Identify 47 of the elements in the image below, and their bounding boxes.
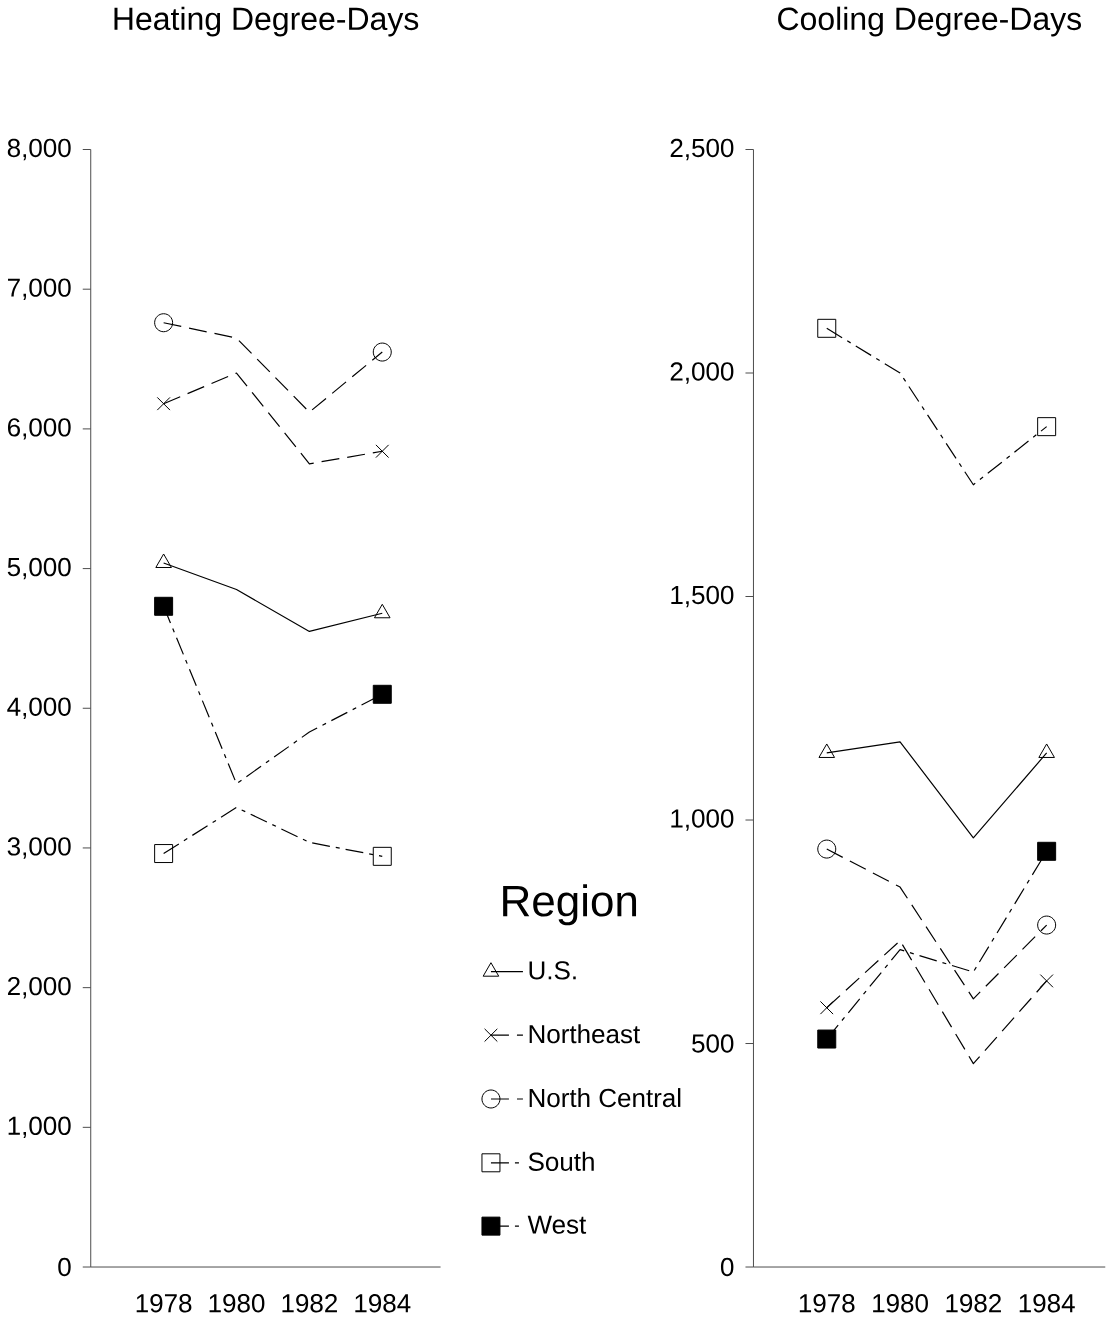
- y-tick-label: 2,000: [7, 976, 71, 999]
- point: [1037, 417, 1056, 437]
- chart-title: Heating Degree-Days: [114, 6, 419, 37]
- y-tick-label: 4,000: [7, 697, 71, 719]
- legend-label: Northeast: [529, 1024, 640, 1044]
- legend-label: South: [528, 1151, 594, 1171]
- y-tick-label: 8,000: [7, 138, 71, 161]
- x-tick-label: 1978: [799, 1294, 855, 1313]
- point: [156, 396, 171, 411]
- y-tick-label: 7,000: [7, 278, 71, 300]
- point: [1039, 974, 1054, 988]
- point: [153, 844, 173, 864]
- legend-label: West: [527, 1215, 586, 1234]
- point: [375, 444, 389, 459]
- chart-title: Cooling Degree-Days: [777, 6, 1081, 37]
- point: [372, 684, 392, 704]
- point: [817, 839, 837, 859]
- y-tick-label: 0: [720, 1257, 734, 1277]
- y-tick-label: 6,000: [7, 418, 71, 440]
- legend-title: Region: [503, 884, 636, 926]
- y-tick-label: 2,000: [670, 362, 734, 384]
- point: [372, 342, 392, 362]
- y-tick-label: 500: [691, 1034, 734, 1053]
- x-tick-label: 1982: [946, 1294, 1001, 1313]
- point: [1037, 915, 1056, 935]
- x-tick-label: 1984: [355, 1294, 411, 1313]
- point: [819, 1000, 834, 1015]
- point: [372, 846, 392, 866]
- x-tick-label: 1978: [136, 1294, 192, 1313]
- y-tick-label: 3,000: [7, 837, 71, 859]
- point: [817, 1029, 837, 1049]
- x-tick-label: 1984: [1019, 1294, 1075, 1313]
- x-tick-label: 1980: [872, 1294, 928, 1313]
- y-tick-label: 2,500: [670, 138, 734, 161]
- y-tick-label: 1,000: [8, 1116, 71, 1139]
- x-tick-label: 1982: [282, 1294, 337, 1313]
- point: [817, 318, 837, 338]
- y-tick-label: 0: [58, 1257, 71, 1277]
- y-tick-label: 1,500: [671, 585, 734, 608]
- y-tick-label: 5,000: [7, 557, 71, 580]
- point: [1037, 841, 1056, 861]
- legend-label: U.S.: [529, 961, 576, 980]
- y-tick-label: 1,000: [671, 809, 734, 831]
- point: [153, 313, 173, 333]
- legend-label: North Central: [529, 1088, 681, 1108]
- x-tick-label: 1980: [209, 1294, 265, 1313]
- point: [153, 596, 173, 616]
